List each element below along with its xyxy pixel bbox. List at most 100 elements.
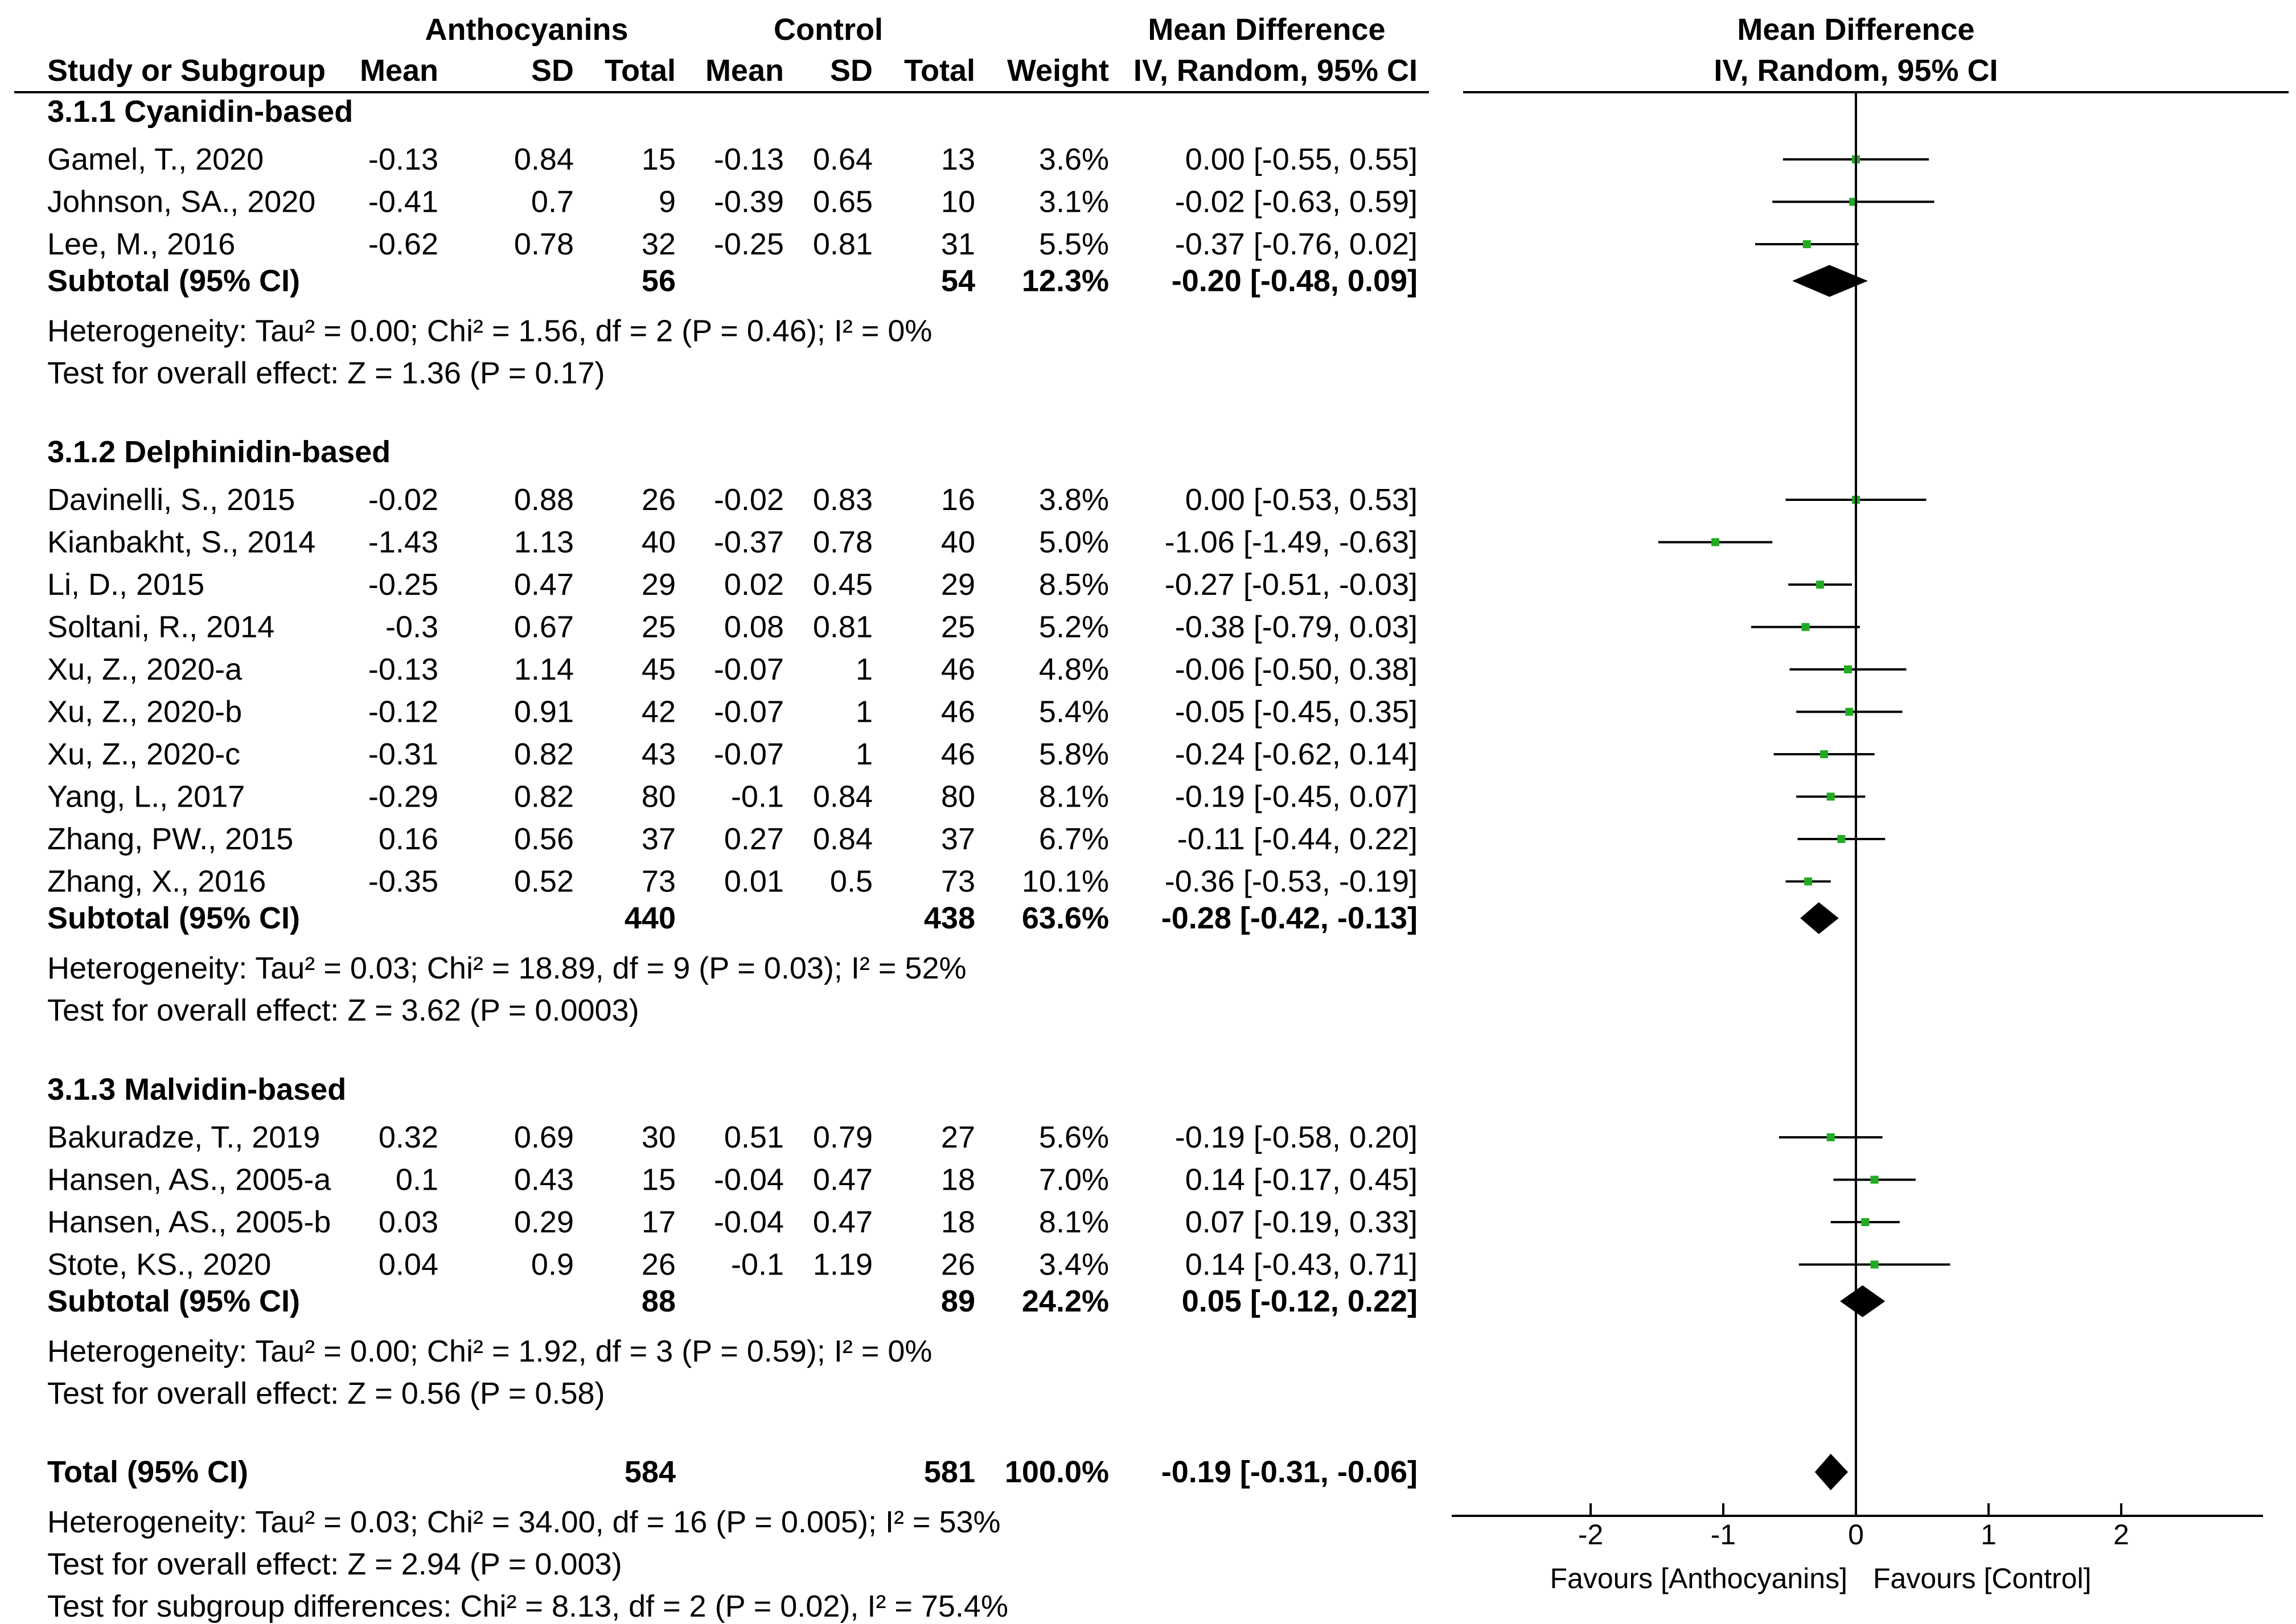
subtotal-diamond	[1840, 1285, 1886, 1317]
group1-header: Anthocyanins	[425, 13, 628, 47]
total-ci: -0.19 [-0.31, -0.06]	[1161, 1455, 1418, 1489]
study-name: Xu, Z., 2020-c	[47, 737, 240, 771]
study-ci: 0.00 [-0.53, 0.53]	[1185, 483, 1418, 517]
study-ci: -0.27 [-0.51, -0.03]	[1165, 568, 1418, 602]
study-mean1: -0.13	[368, 142, 438, 176]
study-sd1: 1.13	[514, 525, 574, 560]
total-total2: 581	[924, 1455, 975, 1489]
study-sd2: 1	[856, 652, 873, 686]
study-point-marker	[1801, 623, 1810, 631]
study-ci: -0.11 [-0.44, 0.22]	[1177, 822, 1418, 856]
subtotal: Subtotal (95% CI)	[47, 901, 300, 935]
study-sd2: 0.5	[830, 865, 873, 899]
study-ci: -0.06 [-0.50, 0.38]	[1175, 652, 1418, 686]
study-total2: 46	[941, 737, 975, 771]
study-mean2: -0.07	[714, 737, 784, 771]
study-point-marker	[1711, 538, 1720, 546]
study-point-marker	[1844, 665, 1853, 673]
study-mean2: 0.08	[724, 610, 784, 644]
study-mean1: -0.12	[368, 695, 438, 729]
subtotal-ci: 0.05 [-0.12, 0.22]	[1182, 1284, 1418, 1318]
study-point-marker	[1870, 1260, 1879, 1269]
x-tick-label: 2	[2113, 1519, 2129, 1551]
study-total2: 40	[941, 525, 975, 560]
study-ci: 0.00 [-0.55, 0.55]	[1185, 142, 1418, 176]
study-mean2: -0.04	[714, 1205, 784, 1239]
study-total1: 26	[642, 1248, 676, 1282]
study-total2: 27	[941, 1120, 975, 1154]
study-mean2: -0.07	[714, 695, 784, 729]
total-diamond	[1814, 1454, 1849, 1490]
sd1-col-header: SD	[531, 54, 574, 88]
study-name: Kianbakht, S., 2014	[47, 525, 315, 560]
x-tick-label: 1	[1981, 1519, 1997, 1551]
study-name: Bakuradze, T., 2019	[47, 1120, 320, 1154]
weight-col-header: Weight	[1007, 54, 1109, 88]
study-point-marker	[1837, 835, 1846, 843]
study-mean2: 0.51	[724, 1120, 784, 1154]
heterogeneity-text: Heterogeneity: Tau² = 0.00; Chi² = 1.92,…	[47, 1334, 932, 1368]
total2-col-header: Total	[904, 54, 975, 88]
study-ci: -0.19 [-0.58, 0.20]	[1175, 1120, 1418, 1154]
study-sd1: 0.82	[514, 780, 574, 814]
mean1-col-header: Mean	[360, 54, 438, 88]
study-sd2: 0.81	[813, 610, 873, 644]
subtotal-weight: 12.3%	[1022, 264, 1109, 298]
study-sd2: 0.84	[813, 822, 873, 856]
study-name: Xu, Z., 2020-b	[47, 695, 242, 729]
study-total2: 26	[941, 1248, 975, 1282]
study-sd1: 0.56	[514, 822, 574, 856]
overall-effect-text: Test for overall effect: Z = 0.56 (P = 0…	[47, 1376, 605, 1411]
subtotal-total1: 88	[642, 1284, 676, 1318]
study-total1: 15	[642, 142, 676, 176]
study-sd1: 0.29	[514, 1205, 574, 1239]
study-sd1: 0.47	[514, 568, 574, 602]
study-name: Hansen, AS., 2005-b	[47, 1205, 331, 1239]
study-weight: 8.1%	[1039, 780, 1109, 814]
study-total1: 15	[642, 1163, 676, 1197]
study-point-marker	[1826, 1133, 1835, 1141]
overall-effect-text: Test for overall effect: Z = 1.36 (P = 0…	[47, 356, 605, 390]
subtotal-diamond	[1792, 265, 1868, 297]
study-point-marker	[1820, 750, 1829, 758]
study-total2: 29	[941, 568, 975, 602]
study-total1: 73	[642, 865, 676, 899]
study-total2: 73	[941, 865, 975, 899]
study-mean1: -1.43	[368, 525, 438, 560]
subtotal-total1: 440	[625, 901, 676, 935]
study-mean2: -0.07	[714, 652, 784, 686]
study-total2: 16	[941, 483, 975, 517]
study-ci: -1.06 [-1.49, -0.63]	[1165, 525, 1418, 560]
x-tick-label: -1	[1711, 1519, 1736, 1551]
study-weight: 3.8%	[1039, 483, 1109, 517]
subtotal-ci: -0.28 [-0.42, -0.13]	[1161, 901, 1418, 935]
study-name: Yang, L., 2017	[47, 780, 245, 814]
study-total1: 17	[642, 1205, 676, 1239]
study-name: Johnson, SA., 2020	[47, 185, 315, 219]
study-total2: 18	[941, 1205, 975, 1239]
study-weight: 5.8%	[1039, 737, 1109, 771]
study-mean2: -0.13	[714, 142, 784, 176]
study-weight: 3.6%	[1039, 142, 1109, 176]
study-total2: 31	[941, 227, 975, 261]
study-sd1: 0.52	[514, 865, 574, 899]
subtotal-weight: 63.6%	[1022, 901, 1109, 935]
study-ci: -0.38 [-0.79, 0.03]	[1175, 610, 1418, 644]
subtotal-total2: 89	[941, 1284, 975, 1318]
md-table-title: Mean Difference	[1148, 13, 1385, 47]
x-tick-label: 0	[1848, 1519, 1864, 1551]
favours-right-label: Favours [Control]	[1873, 1563, 2091, 1594]
favours-left-label: Favours [Anthocyanins]	[1550, 1563, 1848, 1594]
study-weight: 5.4%	[1039, 695, 1109, 729]
study-ci: -0.37 [-0.76, 0.02]	[1175, 227, 1418, 261]
subgroup-title: 3.1.2 Delphinidin-based	[47, 435, 391, 469]
study-sd1: 0.78	[514, 227, 574, 261]
study-name: Zhang, PW., 2015	[47, 822, 293, 856]
total: Total (95% CI)	[47, 1455, 248, 1489]
study-weight: 8.5%	[1039, 568, 1109, 602]
subtotal-weight: 24.2%	[1022, 1284, 1109, 1318]
study-total1: 30	[642, 1120, 676, 1154]
study-weight: 7.0%	[1039, 1163, 1109, 1197]
study-weight: 3.4%	[1039, 1248, 1109, 1282]
study-total2: 46	[941, 652, 975, 686]
